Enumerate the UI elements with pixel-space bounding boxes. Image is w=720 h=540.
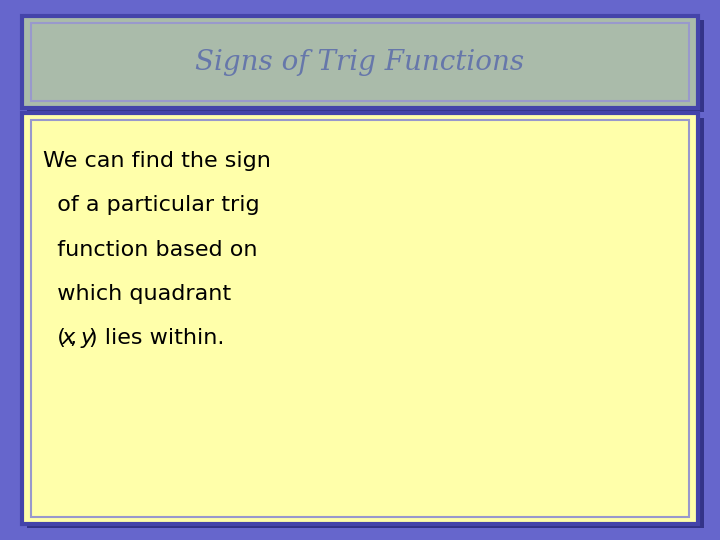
Text: Quadrant IV: Quadrant IV [509, 346, 595, 359]
Text: tan θ: +: tan θ: + [530, 308, 575, 318]
Text: ) lies within.: ) lies within. [89, 328, 225, 348]
Bar [467, 312, 638, 468]
Text: x: x [675, 292, 683, 306]
Text: tan θ: −: tan θ: − [530, 454, 575, 463]
Text: Quadrant I: Quadrant I [514, 200, 590, 213]
Text: cos θ: +: cos θ: + [529, 419, 575, 429]
Text: sin θ: −: sin θ: − [359, 385, 402, 395]
Text: tan θ: +: tan θ: + [359, 454, 404, 463]
Text: cos θ: +: cos θ: + [529, 274, 575, 284]
Text: Signs of Trig Functions: Signs of Trig Functions [195, 49, 525, 76]
Text: x: x [61, 328, 74, 348]
Bar [467, 156, 638, 312]
Text: cos θ: −: cos θ: − [359, 419, 404, 429]
Text: which quadrant: which quadrant [43, 284, 231, 304]
Text: Quadrant II: Quadrant II [340, 200, 423, 213]
Text: tan θ: −: tan θ: − [359, 308, 404, 318]
Text: of a particular trig: of a particular trig [43, 195, 260, 215]
Bar [296, 156, 467, 312]
Text: We can find the sign: We can find the sign [43, 151, 271, 171]
Text: (: ( [43, 328, 66, 348]
Text: y: y [81, 328, 94, 348]
Text: cos θ: −: cos θ: − [359, 274, 404, 284]
Bar [296, 312, 467, 468]
Text: function based on: function based on [43, 240, 258, 260]
Text: Quadrant III: Quadrant III [337, 346, 426, 359]
Text: sin θ: +: sin θ: + [359, 240, 402, 249]
Text: ,: , [70, 328, 84, 348]
Text: sin θ: −: sin θ: − [531, 385, 574, 395]
Text: y: y [474, 117, 482, 131]
Text: sin θ: +: sin θ: + [531, 240, 574, 249]
